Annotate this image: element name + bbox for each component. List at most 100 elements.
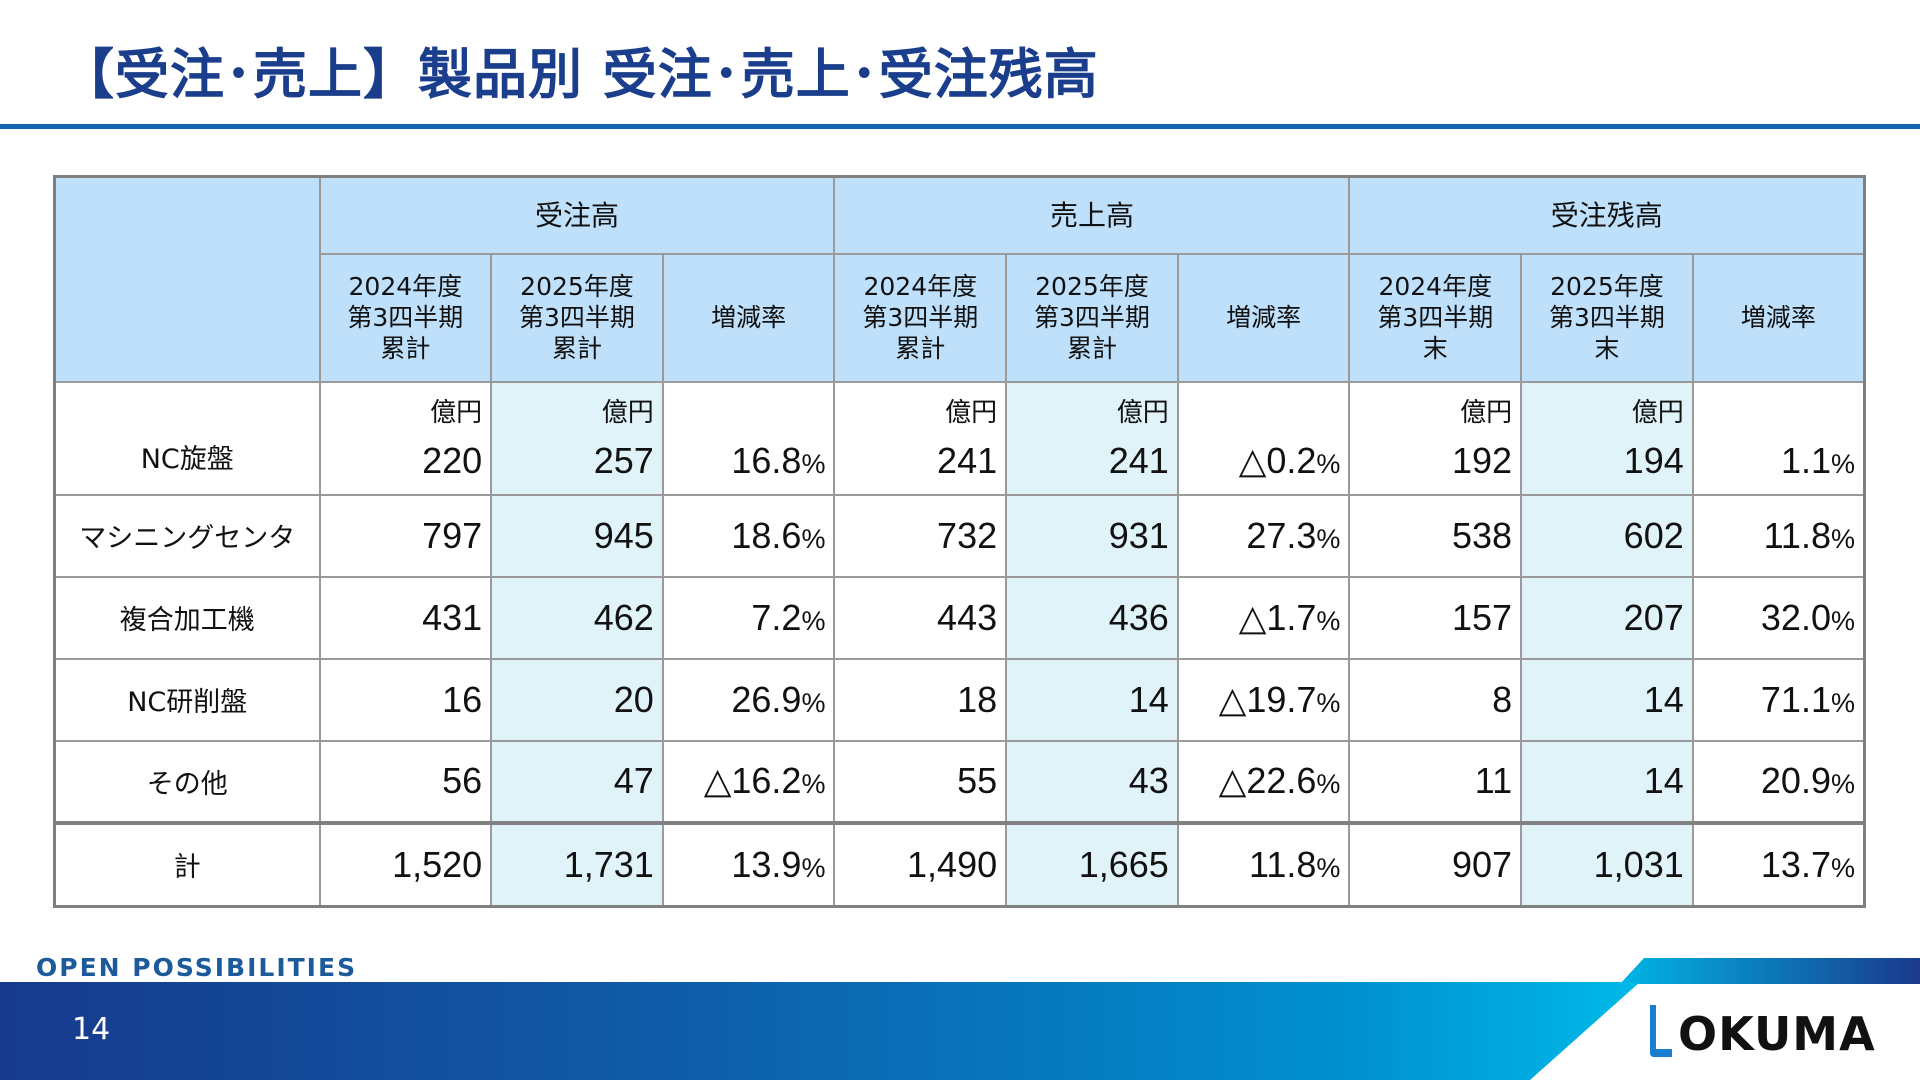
table-cell: 431 [318, 575, 493, 660]
table-cell: 1.1% [1691, 380, 1866, 496]
cell-value: 157 [1452, 596, 1513, 638]
table-row: マシニングセンタ 797 945 18.6% 732 931 27.3% 538 602 11.8… [53, 493, 1866, 578]
page-number: 14 [72, 1012, 111, 1047]
cell-value: 71.1 [1760, 678, 1831, 720]
table-cell: △19.7% [1176, 657, 1351, 742]
cell-value: △19.7 [1218, 678, 1317, 720]
row-label: 計 [53, 820, 321, 908]
cell-value: 431 [422, 596, 483, 638]
table-cell: 443 [833, 575, 1008, 660]
cell-value: 220 [422, 439, 483, 481]
table-cell: 56 [318, 739, 493, 824]
table-cell: 億円 241 [833, 380, 1008, 496]
table-cell: 億円 241 [1005, 380, 1179, 496]
cell-value: 797 [422, 514, 483, 556]
cell-value: 1,031 [1593, 843, 1684, 885]
percent-sign: % [1830, 769, 1855, 799]
cell-value: 602 [1623, 514, 1684, 556]
table-cell: 18 [833, 657, 1008, 742]
cell-value: 194 [1623, 439, 1684, 481]
row-label: 複合加工機 [53, 575, 321, 660]
cell-value: 55 [957, 760, 998, 801]
footer-accent-strip [1620, 958, 1920, 984]
table-cell: 207 [1520, 575, 1694, 660]
cell-value: 257 [593, 439, 654, 481]
percent-sign: % [1830, 448, 1855, 479]
table-cell: 8 [1348, 657, 1523, 742]
cell-value: 538 [1452, 514, 1513, 556]
group-sales: 売上高 [833, 175, 1351, 255]
table-cell: 11.8% [1176, 820, 1351, 908]
subheader-rate: 増減率 [1691, 252, 1866, 383]
table-cell: 11.8% [1691, 493, 1866, 578]
row-label: NC旋盤 [53, 380, 321, 496]
table-cell: 億円 257 [490, 380, 664, 496]
cell-value: 20.9 [1760, 760, 1831, 801]
cell-value: 13.7 [1760, 843, 1831, 885]
table-cell: 26.9% [661, 657, 836, 742]
percent-sign: % [1316, 769, 1341, 799]
cell-value: 16 [442, 678, 483, 720]
percent-sign: % [1316, 605, 1341, 636]
cell-value: 11.8 [1763, 514, 1831, 556]
cell-value: 241 [1108, 439, 1169, 481]
table-cell: 7.2% [661, 575, 836, 660]
table-cell: 27.3% [1176, 493, 1351, 578]
footer-band [0, 982, 1640, 1080]
percent-sign: % [801, 605, 826, 636]
table-cell: 43 [1005, 739, 1179, 824]
cell-value: 945 [593, 514, 654, 556]
table-cell: 13.7% [1691, 820, 1866, 908]
percent-sign: % [801, 769, 826, 799]
table-cell: 1,520 [318, 820, 493, 908]
percent-sign: % [1830, 687, 1855, 718]
page-title: 【受注･売上】製品別 受注･売上･受注残高 [60, 43, 1099, 106]
cell-value: 11 [1474, 760, 1513, 801]
table-cell: 945 [490, 493, 664, 578]
table-cell: △22.6% [1176, 739, 1351, 824]
table-cell: 14 [1520, 657, 1694, 742]
table-cell: 71.1% [1691, 657, 1866, 742]
cell-value: 443 [937, 596, 998, 638]
percent-sign: % [801, 687, 826, 718]
table-row: 複合加工機 431 462 7.2% 443 436 △1.7% 157 207 32.0% [53, 575, 1866, 660]
percent-sign: % [1316, 687, 1341, 718]
table-cell: 907 [1348, 820, 1523, 908]
subheader-rate: 増減率 [661, 252, 836, 383]
product-orders-sales-table: 受注高 売上高 受注残高 2024年度 第3四半期 累計 2025年度 第3四半期… [53, 175, 1866, 908]
group-backlog: 受注残高 [1348, 175, 1866, 255]
cell-value: △16.2 [703, 760, 802, 801]
cell-value: 1,520 [392, 843, 483, 885]
cell-value: 26.9 [731, 678, 802, 720]
cell-value: 11.8 [1249, 843, 1317, 885]
cell-value: 14 [1643, 678, 1684, 720]
cell-value: 13.9 [731, 843, 802, 885]
cell-value: 732 [937, 514, 998, 556]
cell-value: 192 [1452, 439, 1513, 481]
table-cell: 436 [1005, 575, 1179, 660]
cell-value: 56 [442, 760, 483, 801]
subheader-y2025_cum: 2025年度 第3四半期 累計 [1005, 252, 1179, 383]
percent-sign: % [801, 523, 826, 554]
subheader-y2024_cum: 2024年度 第3四半期 累計 [318, 252, 493, 383]
table-cell: 55 [833, 739, 1008, 824]
unit-label: 億円 [1116, 397, 1169, 428]
unit-label: 億円 [430, 397, 483, 428]
cell-value: 1,731 [563, 843, 654, 885]
table-cell: 797 [318, 493, 493, 578]
cell-value: △1.7 [1238, 596, 1317, 638]
cell-value: 1.1 [1780, 439, 1831, 481]
percent-sign: % [1316, 448, 1341, 479]
table-cell: 1,490 [833, 820, 1008, 908]
logo-mark-icon [1650, 1005, 1672, 1057]
cell-value: 47 [613, 760, 654, 801]
subheader-rate: 増減率 [1176, 252, 1351, 383]
table-cell: 20.9% [1691, 739, 1866, 824]
unit-label: 億円 [1460, 397, 1513, 428]
subheader-y2024_cum: 2024年度 第3四半期 累計 [833, 252, 1008, 383]
percent-sign: % [1830, 852, 1855, 883]
cell-value: 462 [593, 596, 654, 638]
table-cell: 16 [318, 657, 493, 742]
table-cell: 931 [1005, 493, 1179, 578]
table-cell: 14 [1520, 739, 1694, 824]
